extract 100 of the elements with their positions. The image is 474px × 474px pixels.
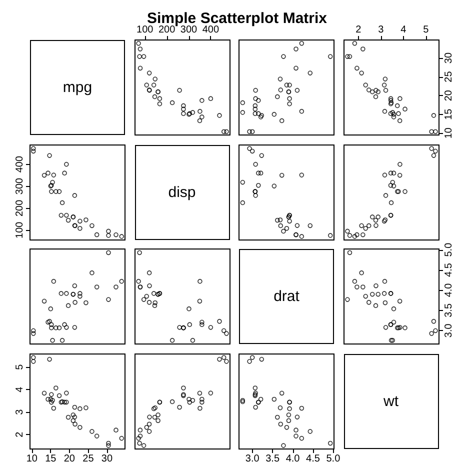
point — [388, 111, 393, 116]
point — [199, 322, 204, 327]
point — [119, 278, 124, 284]
point — [119, 234, 124, 238]
text: wt — [344, 354, 438, 448]
point — [279, 390, 284, 396]
point — [72, 325, 78, 330]
point — [360, 284, 365, 290]
point — [252, 103, 258, 108]
point — [252, 385, 258, 390]
point — [375, 292, 380, 297]
text: disp — [134, 144, 230, 240]
text: drat — [239, 249, 334, 344]
point — [278, 404, 283, 410]
point — [278, 76, 283, 82]
point — [49, 188, 54, 194]
point — [299, 108, 304, 114]
point — [373, 283, 378, 288]
point — [64, 212, 69, 218]
point — [362, 82, 368, 88]
point — [346, 54, 352, 59]
point — [328, 440, 333, 446]
point — [208, 390, 213, 395]
point — [284, 82, 290, 88]
point — [390, 170, 396, 175]
point — [50, 179, 55, 184]
point — [119, 435, 124, 440]
point — [186, 396, 191, 402]
y-tick-label: 5 — [14, 363, 26, 370]
point — [390, 306, 396, 312]
point — [30, 331, 36, 336]
point — [358, 222, 364, 228]
point — [224, 129, 228, 134]
point — [275, 94, 280, 100]
point — [94, 433, 100, 438]
point — [373, 88, 378, 93]
point — [381, 82, 386, 88]
point — [146, 428, 152, 434]
point — [176, 88, 182, 93]
point — [253, 192, 258, 198]
point — [64, 390, 69, 395]
point — [256, 170, 261, 175]
point — [137, 46, 142, 52]
point — [137, 66, 142, 71]
point — [216, 113, 222, 118]
point — [199, 396, 204, 402]
point — [294, 88, 300, 93]
point — [156, 96, 162, 101]
point — [136, 435, 140, 440]
point — [62, 399, 67, 404]
point — [180, 111, 186, 116]
point — [42, 172, 47, 178]
point — [253, 161, 258, 166]
point — [152, 303, 157, 308]
point — [78, 218, 82, 224]
point — [388, 98, 393, 103]
point — [136, 440, 142, 446]
point — [402, 325, 407, 330]
point — [388, 200, 394, 205]
point — [281, 228, 286, 234]
x-tick-label: 4 — [400, 24, 406, 36]
point — [286, 418, 292, 423]
point — [287, 101, 292, 106]
point — [50, 338, 55, 343]
point — [30, 148, 36, 154]
point — [56, 325, 62, 330]
point — [146, 270, 152, 276]
point — [146, 300, 152, 305]
point — [114, 427, 118, 432]
y-tick-label: 3.5 — [443, 303, 454, 318]
point — [54, 188, 58, 194]
point — [58, 212, 64, 218]
point — [66, 303, 71, 308]
point — [390, 183, 396, 188]
point — [250, 129, 255, 134]
point — [199, 98, 204, 103]
point — [196, 118, 202, 124]
point — [381, 291, 386, 296]
point — [176, 404, 182, 410]
y-tick-label: 25 — [443, 70, 454, 82]
point — [372, 217, 378, 222]
point — [51, 172, 56, 177]
point — [294, 222, 300, 228]
point — [299, 234, 304, 238]
point — [84, 300, 88, 306]
point — [247, 146, 252, 150]
x-tick-label: 300 — [180, 24, 198, 36]
point — [299, 40, 304, 46]
point — [382, 278, 387, 284]
y-tick-label: 30 — [443, 52, 454, 64]
point — [272, 183, 277, 188]
point — [250, 148, 255, 154]
point — [279, 118, 284, 124]
point — [253, 96, 258, 101]
point — [428, 331, 434, 336]
y-tick-label: 5.0 — [443, 242, 454, 257]
point — [390, 179, 395, 184]
point — [106, 250, 111, 256]
point — [84, 404, 88, 410]
x-tick-label: 5 — [422, 24, 429, 36]
